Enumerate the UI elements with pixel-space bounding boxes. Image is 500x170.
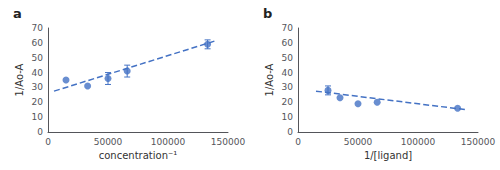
svg-text:30: 30 — [32, 82, 44, 92]
svg-text:50000: 50000 — [344, 137, 373, 147]
svg-text:0: 0 — [287, 127, 293, 137]
svg-text:1/Ao-A: 1/Ao-A — [14, 63, 25, 96]
svg-text:50: 50 — [282, 53, 294, 63]
svg-text:10: 10 — [32, 112, 44, 122]
svg-text:20: 20 — [282, 97, 294, 107]
svg-text:100000: 100000 — [151, 137, 186, 147]
svg-text:20: 20 — [32, 97, 44, 107]
svg-text:60: 60 — [32, 38, 44, 48]
svg-text:70: 70 — [282, 23, 294, 33]
svg-text:10: 10 — [282, 112, 294, 122]
svg-text:40: 40 — [32, 68, 44, 78]
svg-text:150000: 150000 — [461, 137, 496, 147]
svg-text:150000: 150000 — [211, 137, 246, 147]
svg-text:100000: 100000 — [401, 137, 436, 147]
svg-text:1/[ligand]: 1/[ligand] — [364, 150, 412, 161]
svg-text:0: 0 — [295, 137, 301, 147]
svg-text:60: 60 — [282, 38, 294, 48]
svg-text:50: 50 — [32, 53, 44, 63]
svg-text:30: 30 — [282, 82, 294, 92]
svg-text:70: 70 — [32, 23, 44, 33]
svg-text:50000: 50000 — [94, 137, 123, 147]
svg-text:0: 0 — [37, 127, 43, 137]
svg-text:40: 40 — [282, 68, 294, 78]
svg-text:1/Ao-A: 1/Ao-A — [264, 63, 275, 96]
svg-text:0: 0 — [45, 137, 51, 147]
svg-text:b: b — [263, 6, 272, 21]
svg-text:a: a — [13, 6, 22, 21]
svg-text:concentration⁻¹: concentration⁻¹ — [99, 150, 178, 161]
